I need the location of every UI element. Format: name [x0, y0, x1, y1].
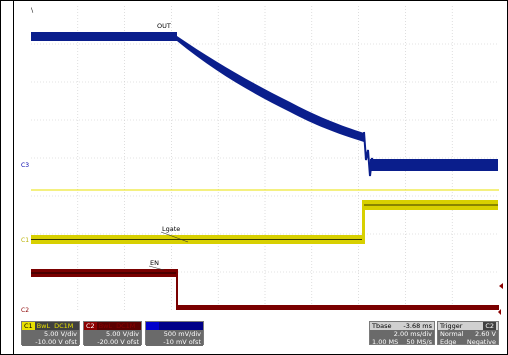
c2-bw: BwL: [98, 322, 113, 330]
c1-coupling: DC1M: [54, 322, 74, 330]
c3-vdiv: 500 mV/div: [163, 330, 201, 338]
trigger-mode: Normal: [440, 330, 464, 338]
out-trace-label: OUT: [157, 22, 171, 30]
lgate-trace-label: Lgate: [162, 225, 180, 233]
lgate-trace: [31, 189, 499, 244]
left-margin-rule: [13, 0, 14, 355]
timebase-rate: 50 MS/s: [406, 338, 432, 346]
c3-offset: -10 mV ofst: [163, 338, 201, 346]
trigger-channel: C2: [483, 322, 496, 330]
c2-descriptor[interactable]: C2 BwL DC1M 5.00 V/div -20.00 V ofst: [83, 321, 142, 346]
out-trace: [31, 32, 498, 177]
trigger-slope: Negative: [466, 338, 496, 346]
c1-offset: -10.00 V ofst: [35, 338, 77, 346]
c2-ground-marker[interactable]: C2: [21, 307, 29, 314]
c3-descriptor[interactable]: C3 BwL DC1M 500 mV/div -10 mV ofst: [145, 321, 204, 346]
trigger-position-arrow-icon[interactable]: [498, 309, 501, 315]
c2-vdiv: 5.00 V/div: [106, 330, 139, 338]
en-trace: [31, 265, 499, 310]
trigger-level: 2.60 V: [475, 330, 496, 338]
c3-id: C3: [146, 322, 159, 330]
timebase-samples: 1.00 MS: [372, 338, 399, 346]
c3-bw: BwL: [160, 322, 175, 330]
graticule: [31, 6, 499, 312]
c1-vdiv: 5.00 V/div: [44, 330, 77, 338]
timebase-value: -3.68 ms: [403, 322, 432, 330]
en-trace-label: EN: [150, 259, 159, 267]
trigger-descriptor[interactable]: Trigger C2 Normal 2.60 V Edge Negative: [437, 321, 499, 346]
c3-coupling: DC1M: [178, 322, 198, 330]
trigger-level-arrow-icon[interactable]: [499, 283, 503, 289]
c2-offset: -20.00 V ofst: [97, 338, 139, 346]
c2-id: C2: [84, 322, 97, 330]
trigger-label: Trigger: [440, 322, 463, 330]
c1-descriptor[interactable]: C1 BwL DC1M 5.00 V/div -10.00 V ofst: [21, 321, 80, 346]
c1-bw: BwL: [36, 322, 51, 330]
top-marker: \: [31, 6, 34, 14]
c3-ground-marker[interactable]: C3: [21, 162, 29, 169]
c1-ground-marker[interactable]: C1: [21, 237, 29, 244]
trigger-type: Edge: [440, 338, 457, 346]
c1-id: C1: [22, 322, 35, 330]
c2-coupling: DC1M: [116, 322, 136, 330]
timebase-label: Tbase: [372, 322, 392, 330]
timebase-div: 2.00 ms/div: [393, 330, 432, 338]
timebase-descriptor[interactable]: Tbase -3.68 ms 2.00 ms/div 1.00 MS 50 MS…: [369, 321, 435, 346]
